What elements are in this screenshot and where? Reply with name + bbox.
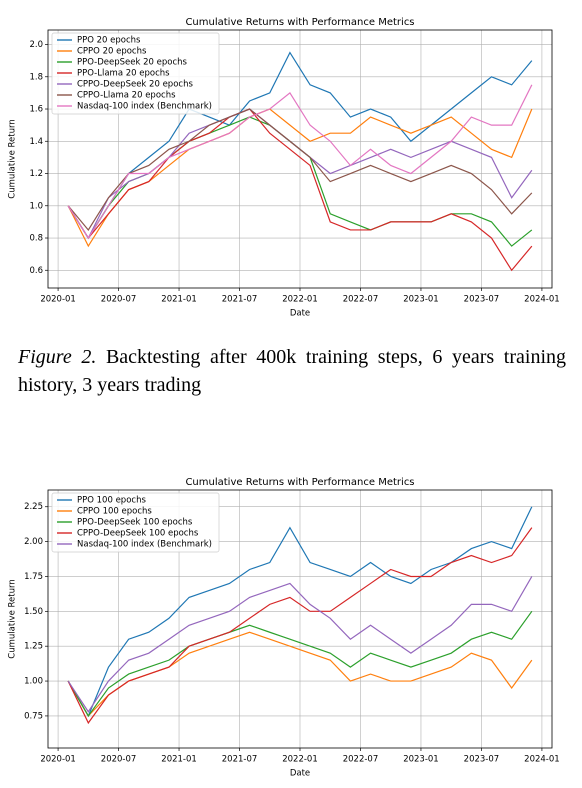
series-line <box>67 84 533 240</box>
x-tick-label: 2021-01 <box>161 295 197 305</box>
y-tick-label: 2.25 <box>24 502 43 512</box>
legend-box <box>51 492 220 553</box>
caption: Figure 2. Backtesting after 400k trainin… <box>18 343 566 399</box>
y-tick-label: 0.75 <box>24 711 43 721</box>
y-tick-label: 1.4 <box>29 137 43 147</box>
legend-label: CPPO 20 epochs <box>77 47 147 57</box>
legend-box <box>51 32 220 115</box>
x-tick-label: 2023-07 <box>464 295 500 305</box>
legend-label: PPO-Llama 20 epochs <box>77 69 170 79</box>
y-tick-label: 1.00 <box>24 677 43 687</box>
x-tick-label: 2022-01 <box>282 295 318 305</box>
series-line <box>67 506 533 718</box>
series-line <box>67 576 533 713</box>
chart: Cumulative Returns with Performance Metr… <box>8 477 560 779</box>
x-tick-label: 2024-01 <box>524 295 560 305</box>
x-axis-label: Date <box>290 769 310 779</box>
y-tick-label: 1.0 <box>29 201 43 211</box>
legend-label: CPPO-DeepSeek 100 epochs <box>77 529 199 539</box>
y-tick-label: 1.25 <box>24 642 43 652</box>
x-tick-label: 2022-07 <box>343 295 379 305</box>
x-tick-label: 2021-07 <box>222 295 258 305</box>
x-tick-label: 2023-07 <box>464 755 500 765</box>
legend-label: CPPO-Llama 20 epochs <box>77 91 176 101</box>
y-tick-label: 0.8 <box>29 234 43 244</box>
x-axis-label: Date <box>290 309 310 319</box>
y-tick-label: 2.00 <box>24 537 43 547</box>
x-tick-label: 2020-01 <box>40 295 76 305</box>
legend-label: CPPO-DeepSeek 20 epochs <box>77 80 193 90</box>
series-line <box>67 51 533 240</box>
y-tick-label: 1.6 <box>29 105 43 115</box>
x-tick-label: 2022-07 <box>343 755 379 765</box>
y-tick-label: 1.8 <box>29 72 43 82</box>
x-tick-label: 2024-01 <box>524 755 560 765</box>
legend-label: PPO 100 epochs <box>77 496 146 506</box>
legend-label: Nasdaq-100 index (Benchmark) <box>77 102 212 112</box>
chart-title: Cumulative Returns with Performance Metr… <box>185 17 414 28</box>
x-tick-label: 2020-07 <box>101 295 137 305</box>
legend-label: CPPO 100 epochs <box>77 507 152 517</box>
x-tick-label: 2020-07 <box>101 755 137 765</box>
y-tick-label: 2.0 <box>29 40 43 50</box>
series-line <box>67 108 533 272</box>
x-tick-label: 2021-07 <box>222 755 258 765</box>
x-tick-label: 2022-01 <box>282 755 318 765</box>
chart-title: Cumulative Returns with Performance Metr… <box>185 477 414 488</box>
x-tick-label: 2023-01 <box>403 295 439 305</box>
y-tick-label: 1.75 <box>24 572 43 582</box>
caption-text: Backtesting after 400k training steps, 6… <box>18 346 566 396</box>
legend-label: PPO-DeepSeek 100 epochs <box>77 518 193 528</box>
series-line <box>67 527 533 725</box>
y-tick-label: 1.50 <box>24 607 43 617</box>
caption-label: Figure 2. <box>18 346 97 368</box>
y-axis-label: Cumulative Return <box>8 119 18 198</box>
y-tick-label: 1.2 <box>29 169 43 179</box>
chart: Cumulative Returns with Performance Metr… <box>8 17 560 319</box>
x-tick-label: 2023-01 <box>403 755 439 765</box>
series-line <box>67 610 533 718</box>
legend-label: PPO-DeepSeek 20 epochs <box>77 58 188 68</box>
y-tick-label: 0.6 <box>29 266 43 276</box>
plot-frame <box>47 489 553 749</box>
series-line <box>67 108 533 231</box>
x-tick-label: 2021-01 <box>161 755 197 765</box>
y-axis-label: Cumulative Return <box>8 579 18 658</box>
plot-frame <box>47 29 553 289</box>
legend-label: PPO 20 epochs <box>77 36 141 46</box>
x-tick-label: 2020-01 <box>40 755 76 765</box>
legend-label: Nasdaq-100 index (Benchmark) <box>77 540 212 550</box>
